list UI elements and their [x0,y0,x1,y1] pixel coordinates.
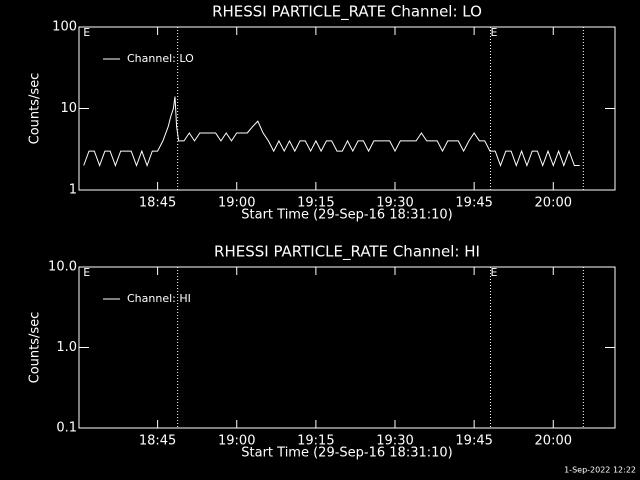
x-tick-label: 18:45 [139,434,176,449]
annotation: E [83,266,90,279]
x-tick-label: 19:15 [297,196,334,211]
annotation: E [83,26,90,39]
x-tick-label: 19:15 [297,434,334,449]
x-tick-label: 18:45 [139,196,176,211]
x-tick-label: 19:00 [218,196,255,211]
y-tick-label: 10.0 [48,260,77,275]
y-tick-label: 10 [60,101,77,116]
y-tick-label: 1 [69,183,77,198]
chart-title: RHESSI PARTICLE_RATE Channel: HI [214,243,480,262]
y-tick-label: 100 [52,20,77,35]
chart-title: RHESSI PARTICLE_RATE Channel: LO [212,3,482,22]
annotation: E [490,266,497,279]
y-axis-label: Counts/sec [28,312,43,384]
annotation: E [490,26,497,39]
data-line [83,96,580,167]
x-axis-label: Start Time (29-Sep-16 18:31:10) [241,208,452,223]
x-tick-label: 20:00 [535,434,572,449]
legend-label: Channel: LO [127,52,194,65]
footer: 1-Sep-2022 12:22 [564,466,636,475]
y-tick-label: 1.0 [56,340,77,355]
y-axis-label: Counts/sec [28,73,43,145]
x-tick-label: 19:00 [218,434,255,449]
x-tick-label: 19:30 [376,434,413,449]
x-tick-label: 20:00 [535,196,572,211]
x-axis-label: Start Time (29-Sep-16 18:31:10) [241,446,452,461]
x-tick-label: 19:30 [376,196,413,211]
x-tick-label: 19:45 [455,434,492,449]
y-tick-label: 0.1 [56,421,77,436]
legend-label: Channel: HI [127,292,191,305]
x-tick-label: 19:45 [455,196,492,211]
